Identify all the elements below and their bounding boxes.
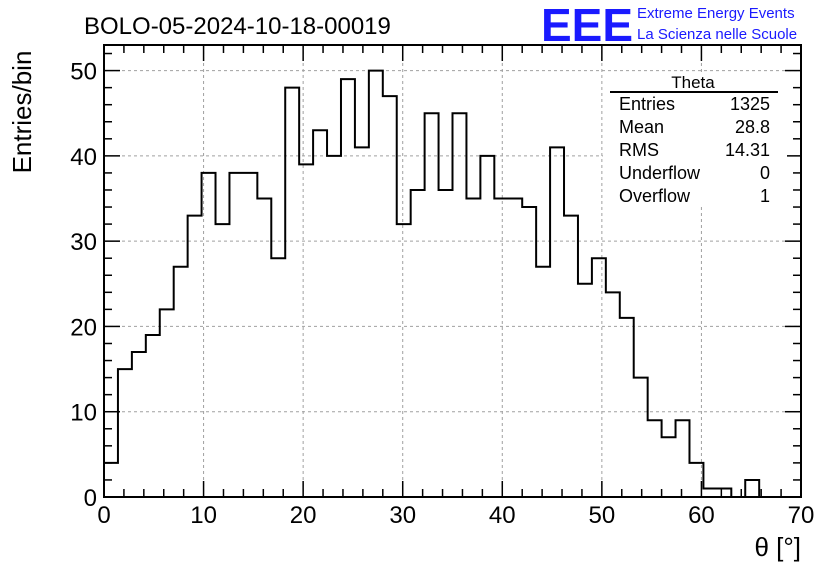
x-tick-label: 40 (489, 502, 516, 529)
y-tick-label: 20 (70, 314, 97, 341)
x-axis-label: θ [°] (754, 532, 801, 562)
x-tick-labels: 0 10 20 30 40 50 60 70 (97, 502, 814, 529)
stats-value-entries: 1325 (730, 94, 770, 114)
stats-label-mean: Mean (619, 117, 664, 137)
plot-frame (103, 44, 802, 498)
y-axis-label: Entries/bin (7, 51, 37, 174)
stats-value-rms: 14.31 (725, 140, 770, 160)
stats-value-mean: 28.8 (735, 117, 770, 137)
stats-box: Theta Entries 1325 Mean 28.8 RMS 14.31 U… (603, 73, 787, 206)
y-tick-label: 30 (70, 229, 97, 256)
x-tick-label: 20 (290, 502, 317, 529)
stats-box-bg (603, 74, 787, 206)
stats-label-underflow: Underflow (619, 163, 701, 183)
x-tick-label: 50 (589, 502, 616, 529)
logo-line-1: Extreme Energy Events (637, 5, 795, 22)
y-tick-label: 0 (84, 485, 97, 512)
logo-line-2: La Scienza nelle Scuole (637, 26, 797, 43)
x-tick-label: 60 (688, 502, 715, 529)
y-tick-label: 50 (70, 59, 97, 86)
y-tick-labels: 0 10 20 30 40 50 (70, 59, 97, 512)
stats-title: Theta (671, 73, 715, 92)
x-tick-label: 30 (389, 502, 416, 529)
histogram-series (104, 69, 801, 498)
stats-value-underflow: 0 (760, 163, 770, 183)
y-tick-label: 40 (70, 144, 97, 171)
x-tick-label: 10 (190, 502, 217, 529)
eee-logo: EEE (541, 0, 633, 51)
stats-label-rms: RMS (619, 140, 659, 160)
stats-value-overflow: 1 (760, 186, 770, 206)
stats-label-entries: Entries (619, 94, 675, 114)
run-title: BOLO-05-2024-10-18-00019 (84, 13, 391, 40)
y-tick-label: 10 (70, 400, 97, 427)
stats-label-overflow: Overflow (619, 186, 691, 206)
x-tick-label: 70 (788, 502, 815, 529)
x-tick-label: 0 (97, 502, 110, 529)
